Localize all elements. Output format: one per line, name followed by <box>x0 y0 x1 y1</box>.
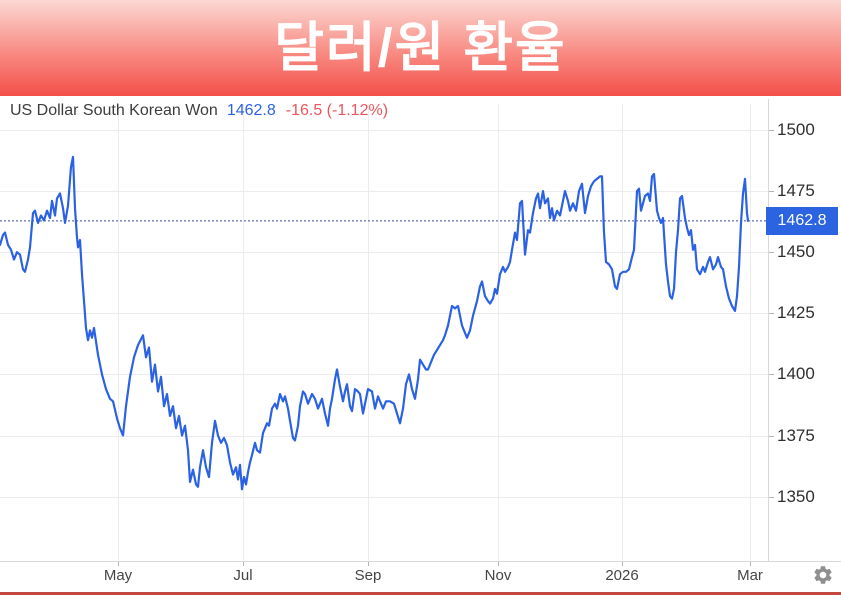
y-axis-label: 1375 <box>777 425 815 445</box>
x-axis-label: 2026 <box>605 567 639 584</box>
y-axis-label: 1450 <box>777 242 815 262</box>
settings-button[interactable] <box>812 564 834 586</box>
x-axis-label: Nov <box>484 567 512 584</box>
bottom-divider <box>0 592 841 595</box>
x-axis-label: Mar <box>737 567 763 584</box>
last-price-value: 1462.8 <box>226 102 276 119</box>
chart-header: US Dollar South Korean Won 1462.8 -16.5 (-… <box>10 100 388 122</box>
x-axis-label: Sep <box>354 567 382 584</box>
symbol-title: US Dollar South Korean Won <box>10 102 218 119</box>
y-axis-label: 1500 <box>777 120 815 139</box>
price-change-value: -16.5 (-1.12%) <box>285 102 389 119</box>
page-title: 달러/원 환율 <box>274 18 567 78</box>
price-chart-plot[interactable] <box>0 96 841 567</box>
y-axis-label: 1400 <box>777 364 815 384</box>
gear-icon <box>814 566 832 584</box>
x-axis-label: Jul <box>233 567 253 584</box>
y-axis-label: 1425 <box>777 303 815 323</box>
current-price-label: 1462.8 <box>766 206 838 235</box>
y-axis-label: 1350 <box>777 486 815 506</box>
y-axis-label: 1475 <box>777 181 815 201</box>
title-banner: 달러/원 환율 <box>0 0 841 96</box>
x-axis-label: May <box>103 567 133 584</box>
price-chart-card: US Dollar South Korean Won 1462.8 -16.5 (-… <box>0 96 841 595</box>
